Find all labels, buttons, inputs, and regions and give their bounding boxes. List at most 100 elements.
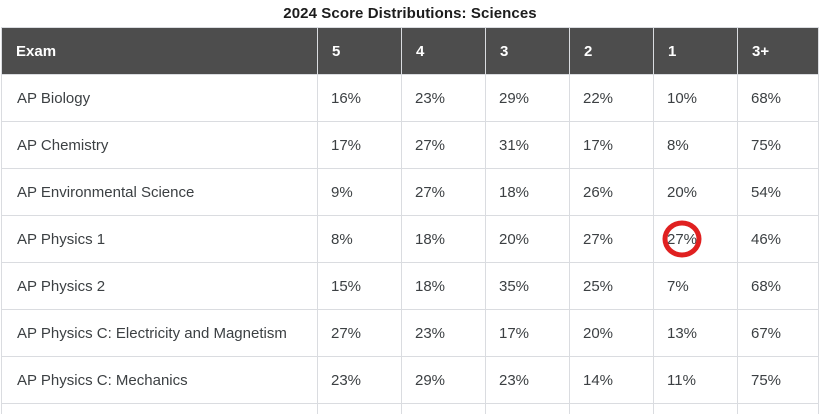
score-cell: 27% [317, 309, 402, 357]
exam-name-cell: AP Chemistry [1, 121, 318, 169]
score-cell: 20% [485, 215, 570, 263]
score-cell: 46% [737, 215, 819, 263]
score-cell: 17% [485, 309, 570, 357]
table-row: AP Physics C: Mechanics 23% 29% 23% 14% 11% 75… [1, 356, 819, 404]
score-value: 10% [667, 89, 698, 107]
table-row: AP Physics 1 8% 18% 20% 27% 27% 46% [1, 215, 819, 263]
column-header-3plus: 3+ [737, 27, 819, 75]
score-value: 7% [667, 277, 689, 295]
score-value: 20% [667, 183, 698, 201]
score-cell: 23% [485, 356, 570, 404]
column-header-4: 4 [401, 27, 486, 75]
column-header-5: 5 [317, 27, 402, 75]
score-distribution-table: Exam 5 4 3 2 1 3+ AP Biology 16% 23% 29% 22% 10% 68%… [1, 27, 819, 414]
table-body: AP Biology 16% 23% 29% 22% 10% 68% AP Chemistry… [1, 74, 819, 414]
score-value: 27% [415, 136, 446, 154]
table-row: AP Physics 2 15% 18% 35% 25% 7% 68% [1, 262, 819, 310]
score-value: 13% [667, 324, 698, 342]
score-value: 29% [499, 89, 530, 107]
score-cell: 31% [485, 121, 570, 169]
empty-cell [737, 403, 819, 414]
score-value: 22% [583, 89, 614, 107]
score-value: 26% [583, 183, 614, 201]
empty-cell [485, 403, 570, 414]
exam-name-cell: AP Physics 2 [1, 262, 318, 310]
score-value: 17% [331, 136, 362, 154]
score-value: 23% [415, 89, 446, 107]
score-value: 14% [583, 371, 614, 389]
score-cell: 18% [401, 215, 486, 263]
score-value: 8% [331, 230, 353, 248]
score-cell: 27% [401, 168, 486, 216]
score-cell: 18% [401, 262, 486, 310]
score-cell: 25% [569, 262, 654, 310]
score-value: 15% [331, 277, 362, 295]
exam-name-cell: AP Physics C: Electricity and Magnetism [1, 309, 318, 357]
score-value: 18% [499, 183, 530, 201]
score-value: 9% [331, 183, 353, 201]
score-cell: 22% [569, 74, 654, 122]
table-row: AP Physics C: Electricity and Magnetism 2… [1, 309, 819, 357]
score-cell: 14% [569, 356, 654, 404]
exam-name-cell: AP Biology [1, 74, 318, 122]
score-cell: 20% [569, 309, 654, 357]
score-value: 75% [751, 371, 782, 389]
score-cell: 16% [317, 74, 402, 122]
score-cell: 26% [569, 168, 654, 216]
table-row: AP Biology 16% 23% 29% 22% 10% 68% [1, 74, 819, 122]
score-value: 29% [415, 371, 446, 389]
score-cell: 68% [737, 262, 819, 310]
table-header: Exam 5 4 3 2 1 3+ [1, 27, 819, 75]
empty-cell [317, 403, 402, 414]
score-value: 54% [751, 183, 782, 201]
score-value: 27% [415, 183, 446, 201]
score-cell: 35% [485, 262, 570, 310]
score-cell: 10% [653, 74, 738, 122]
score-value: 8% [667, 136, 689, 154]
score-cell: 23% [317, 356, 402, 404]
empty-cell [1, 403, 318, 414]
score-cell: 17% [569, 121, 654, 169]
score-cell: 8% [317, 215, 402, 263]
exam-name-cell: AP Physics C: Mechanics [1, 356, 318, 404]
score-value: 16% [331, 89, 362, 107]
score-value: 46% [751, 230, 782, 248]
score-cell: 13% [653, 309, 738, 357]
score-value: 17% [583, 136, 614, 154]
score-cell: 7% [653, 262, 738, 310]
score-value: 35% [499, 277, 530, 295]
score-value: 31% [499, 136, 530, 154]
empty-cell [401, 403, 486, 414]
score-value: 23% [499, 371, 530, 389]
score-cell: 17% [317, 121, 402, 169]
page-title: 2024 Score Distributions: Sciences [283, 5, 537, 22]
score-cell: 15% [317, 262, 402, 310]
circled-score-value: 27% [662, 220, 702, 258]
score-value: 25% [583, 277, 614, 295]
column-header-1: 1 [653, 27, 738, 75]
score-value: 68% [751, 89, 782, 107]
score-value: 11% [667, 371, 696, 389]
score-cell: 68% [737, 74, 819, 122]
score-cell: 75% [737, 121, 819, 169]
score-cell: 11% [653, 356, 738, 404]
header-row: Exam 5 4 3 2 1 3+ [1, 27, 819, 75]
score-cell: 75% [737, 356, 819, 404]
table-row-partial [1, 403, 819, 414]
score-value: 18% [415, 277, 446, 295]
score-cell: 29% [485, 74, 570, 122]
score-cell: 29% [401, 356, 486, 404]
empty-cell [653, 403, 738, 414]
score-cell: 54% [737, 168, 819, 216]
score-cell: 27% [569, 215, 654, 263]
column-header-exam: Exam [1, 27, 318, 75]
score-cell: 27% [401, 121, 486, 169]
score-value: 75% [751, 136, 782, 154]
score-value: 27% [583, 230, 614, 248]
score-value: 68% [751, 277, 782, 295]
score-cell: 8% [653, 121, 738, 169]
score-cell: 18% [485, 168, 570, 216]
score-value: 27% [331, 324, 362, 342]
score-value: 17% [499, 324, 530, 342]
